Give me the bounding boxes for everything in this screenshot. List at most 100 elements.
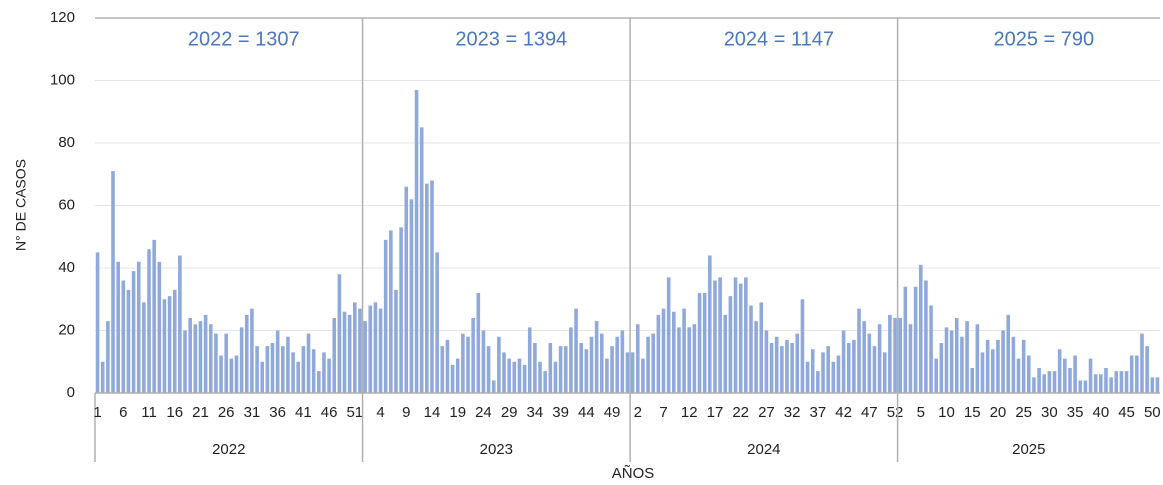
x-tick-label: 5 <box>917 404 925 421</box>
bar <box>630 352 635 393</box>
annotation: 2025 = 790 <box>993 28 1094 50</box>
bar <box>353 302 357 393</box>
bar <box>425 183 429 393</box>
bar <box>491 380 496 393</box>
bar <box>785 339 789 393</box>
bar <box>790 343 794 393</box>
bar <box>1073 355 1077 393</box>
bar <box>821 352 825 393</box>
bar <box>471 318 475 393</box>
bar <box>692 324 697 393</box>
x-tick-label: 6 <box>119 404 127 421</box>
bar <box>280 346 285 393</box>
bar <box>430 180 434 393</box>
x-tick-label: 44 <box>578 404 595 421</box>
bar <box>533 343 537 393</box>
bar <box>208 324 213 393</box>
bar <box>687 327 692 393</box>
bar <box>918 264 923 393</box>
bar <box>769 343 774 393</box>
bar <box>965 321 969 393</box>
x-tick-label: 42 <box>835 404 852 421</box>
bar <box>733 277 738 393</box>
bar <box>260 361 265 393</box>
x-tick-label: 16 <box>166 404 183 421</box>
bar <box>795 333 800 393</box>
bar <box>100 361 105 393</box>
bar <box>563 346 568 393</box>
bar <box>718 277 722 393</box>
bar <box>620 330 625 393</box>
bar <box>975 324 980 393</box>
bar <box>234 355 239 393</box>
bar <box>661 308 666 393</box>
bar <box>893 318 897 393</box>
bar <box>1093 374 1098 393</box>
bar <box>929 305 933 393</box>
bar <box>347 314 352 393</box>
bar <box>147 249 151 393</box>
bar <box>368 305 373 393</box>
x-axis-label: AÑOS <box>612 465 655 482</box>
x-tick-label: 36 <box>269 404 286 421</box>
y-tick-label: 0 <box>67 384 75 401</box>
bar <box>1088 358 1093 393</box>
bar <box>615 336 620 393</box>
bar <box>1047 371 1052 393</box>
bar <box>908 324 913 393</box>
bar <box>203 314 208 393</box>
bar <box>651 333 656 393</box>
bar <box>445 339 450 393</box>
bar <box>810 349 815 393</box>
x-tick-label: 4 <box>376 404 384 421</box>
y-tick-label: 60 <box>58 196 75 213</box>
x-tick-label: 47 <box>861 404 878 421</box>
bar <box>857 308 861 393</box>
x-tick-label: 22 <box>732 404 749 421</box>
bar <box>1037 368 1041 393</box>
bar <box>486 346 491 393</box>
bar <box>759 302 764 393</box>
bar <box>399 227 403 393</box>
bar <box>610 346 614 393</box>
x-tick-label: 32 <box>784 404 801 421</box>
bar <box>1150 377 1155 393</box>
bar <box>677 327 681 393</box>
y-tick-label: 40 <box>58 259 75 276</box>
bar <box>816 371 820 393</box>
bar <box>713 280 717 393</box>
bar <box>121 280 126 393</box>
bar <box>306 333 311 393</box>
bar <box>219 355 223 393</box>
bar <box>697 293 702 393</box>
bar <box>327 358 331 393</box>
bar <box>1078 380 1083 393</box>
bar <box>898 318 902 393</box>
bar <box>157 261 162 393</box>
bar <box>656 314 661 393</box>
bar <box>754 321 758 393</box>
bar <box>944 327 949 393</box>
bar <box>723 314 728 393</box>
bar <box>1099 374 1103 393</box>
x-tick-label: 7 <box>659 404 667 421</box>
bar <box>111 171 115 393</box>
bar <box>867 333 872 393</box>
bar <box>152 239 156 393</box>
bar <box>409 199 414 393</box>
x-tick-label: 1 <box>93 404 101 421</box>
bar <box>142 302 146 393</box>
bar <box>903 286 908 393</box>
bar <box>178 255 182 393</box>
bar <box>728 296 733 393</box>
x-tick-label: 52 <box>887 404 904 421</box>
bar <box>584 349 589 393</box>
bar <box>960 336 964 393</box>
bar <box>1145 346 1149 393</box>
bar <box>780 346 784 393</box>
bar <box>764 330 769 393</box>
bar <box>450 364 455 393</box>
x-tick-label: 51 <box>346 404 363 421</box>
bar <box>1057 349 1062 393</box>
